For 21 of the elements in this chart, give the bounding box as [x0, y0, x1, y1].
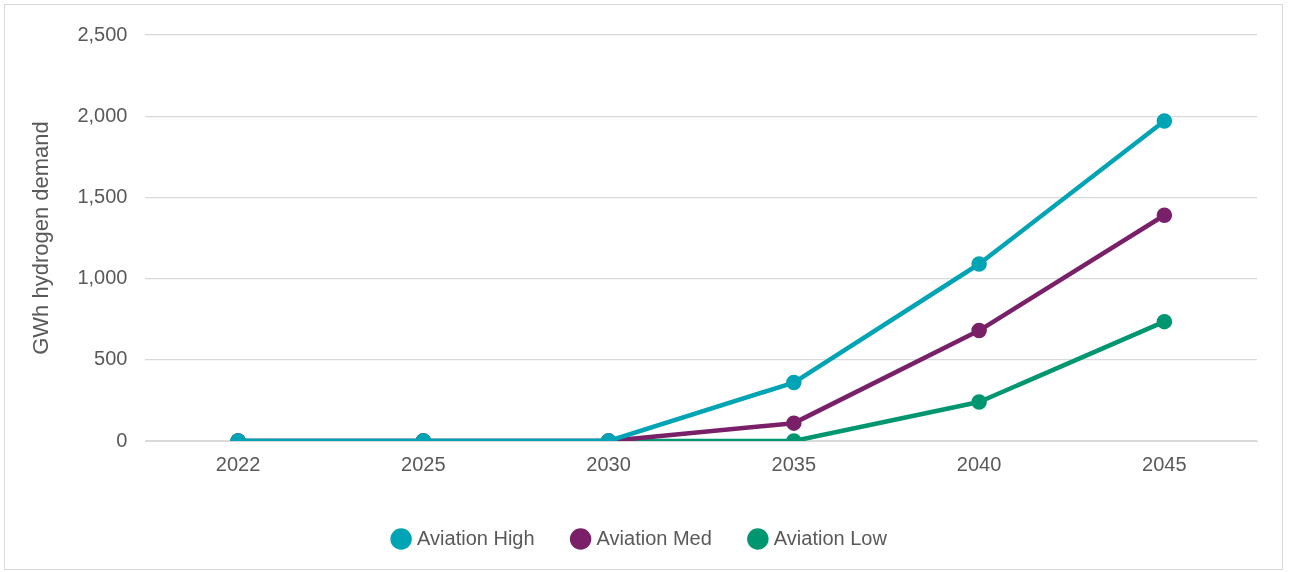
- y-tick-label: 2,000: [77, 103, 128, 126]
- y-tick-label: 0: [116, 428, 128, 451]
- x-tick-label: 2030: [586, 452, 631, 475]
- point: [1156, 207, 1173, 224]
- point: [971, 256, 987, 272]
- point: [1156, 113, 1173, 129]
- point: [971, 322, 987, 339]
- x-tick-label: 2035: [771, 452, 817, 475]
- legend-label: Aviation High: [417, 526, 535, 549]
- x-tick-label: 2040: [956, 452, 1002, 475]
- y-tick-label: 1,000: [77, 266, 128, 289]
- x-tick-label: 2045: [1142, 452, 1187, 475]
- y-axis-title: GWh hydrogen demand: [28, 121, 54, 355]
- y-tick-label: 1,500: [77, 184, 128, 207]
- y-tick-label: 2,500: [77, 22, 128, 45]
- legend-label: Aviation Med: [596, 526, 712, 549]
- x-tick-label: 2025: [401, 452, 446, 475]
- x-tick-label: 2022: [215, 452, 261, 475]
- legend-label: Aviation Low: [773, 526, 888, 549]
- y-tick-label: 500: [94, 347, 128, 370]
- point: [1156, 313, 1173, 330]
